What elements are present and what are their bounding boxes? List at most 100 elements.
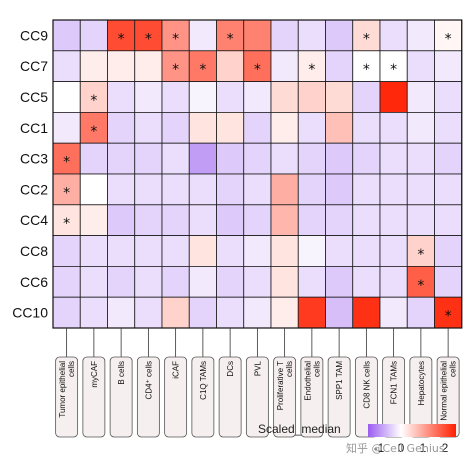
heatmap-cell	[161, 173, 190, 206]
heatmap-cell	[434, 112, 463, 144]
heatmap-cell	[79, 265, 108, 298]
heatmap-cell	[434, 50, 463, 82]
column-label: cells	[67, 361, 76, 377]
column-label: Hepatocytes	[417, 361, 426, 405]
heatmap-cell	[434, 81, 463, 113]
heatmap-cell	[406, 112, 435, 144]
heatmap-cell	[161, 296, 190, 329]
heatmap-cell	[79, 112, 108, 144]
heatmap-cell	[352, 81, 381, 113]
heatmap-cell	[243, 265, 272, 298]
heatmap-cell	[216, 142, 245, 175]
heatmap-cell	[352, 296, 381, 329]
significance-star: *	[390, 62, 397, 78]
heatmap-cell	[134, 204, 163, 237]
heatmap-cell	[270, 265, 299, 298]
heatmap-cell	[406, 81, 435, 113]
heatmap-cell	[107, 50, 136, 82]
row-label: CC7	[20, 58, 48, 74]
heatmap-cell	[188, 204, 217, 237]
heatmap-cell	[161, 81, 190, 113]
heatmap-cells	[52, 19, 463, 329]
heatmap-cell	[270, 173, 299, 206]
column-label-box	[218, 356, 242, 438]
row-label: CC6	[20, 274, 48, 290]
row-label: CC9	[20, 27, 48, 43]
heatmap-cell	[161, 265, 190, 298]
heatmap-cell	[243, 235, 272, 267]
heatmap-cell	[107, 112, 136, 144]
heatmap-cell	[52, 296, 81, 329]
heatmap-cell	[352, 50, 381, 82]
heatmap-cell	[52, 50, 81, 82]
heatmap-cell	[325, 142, 354, 175]
legend-tick-label: -1	[374, 441, 385, 455]
heatmap-cell	[161, 235, 190, 267]
column-label: cells	[449, 361, 458, 377]
significance-star: *	[417, 278, 424, 294]
heatmap-cell	[134, 296, 163, 329]
heatmap-cell	[134, 265, 163, 298]
heatmap-cell	[270, 19, 299, 52]
legend-tick-label: 1	[420, 441, 427, 455]
heatmap-cell	[134, 81, 163, 113]
heatmap-cell	[243, 173, 272, 206]
significance-star: *	[363, 31, 370, 47]
heatmap-cell	[352, 142, 381, 175]
column-label-box	[300, 356, 324, 438]
column-label: C1Q TAMs	[199, 361, 208, 400]
row-labels: CC9 CC7 CC5 CC1 CC3 CC2 CC4 CC8 CC6 CC10	[12, 27, 48, 320]
column-label: Endothelial	[303, 361, 312, 401]
heatmap-cell	[52, 142, 81, 175]
heatmap-cell	[188, 296, 217, 329]
heatmap-cell	[434, 265, 463, 298]
heatmap-cell	[379, 173, 408, 206]
heatmap-cell	[188, 50, 217, 82]
heatmap-cell	[297, 19, 326, 52]
heatmap-cell	[379, 50, 408, 82]
heatmap-cell	[134, 142, 163, 175]
heatmap-cell	[379, 112, 408, 144]
significance-star: *	[445, 31, 452, 47]
heatmap-cell	[243, 204, 272, 237]
heatmap-cell	[270, 204, 299, 237]
heatmap-cell	[107, 296, 136, 329]
significance-stars: * * * * * * * * * * * * * * * * * * * *	[63, 31, 452, 324]
heatmap-cell	[297, 81, 326, 113]
heatmap-cell	[352, 265, 381, 298]
significance-star: *	[363, 62, 370, 78]
significance-star: *	[63, 155, 70, 171]
column-label: Normal epithelial	[440, 361, 449, 421]
color-legend: Scaled_median -1 0 1 2	[258, 422, 456, 455]
heatmap-cell	[379, 235, 408, 267]
heatmap-cell	[297, 265, 326, 298]
heatmap-cell	[352, 19, 381, 52]
heatmap-cell	[406, 265, 435, 298]
heatmap-cell	[79, 204, 108, 237]
watermark-text: 知乎 @Cell Genius	[346, 441, 445, 455]
heatmap-cell	[161, 142, 190, 175]
heatmap-cell	[134, 112, 163, 144]
heatmap-cell	[52, 112, 81, 144]
heatmap-cell	[406, 142, 435, 175]
heatmap-cell	[188, 173, 217, 206]
column-label: SPP1 TAM	[335, 361, 344, 400]
row-label: CC1	[20, 120, 48, 136]
heatmap-cell	[243, 81, 272, 113]
heatmap-cell	[52, 173, 81, 206]
significance-star: *	[63, 185, 70, 201]
significance-star: *	[254, 62, 261, 78]
heatmap-cell	[325, 265, 354, 298]
heatmap-cell	[107, 81, 136, 113]
heatmap-cell	[134, 235, 163, 267]
heatmap-cell	[216, 112, 245, 144]
row-label: CC10	[12, 305, 48, 321]
heatmap-cell	[434, 142, 463, 175]
heatmap-cell	[379, 142, 408, 175]
column-label-box	[327, 356, 351, 438]
column-label: PVL	[253, 360, 262, 376]
significance-star: *	[90, 93, 97, 109]
significance-star: *	[445, 309, 452, 325]
significance-star: *	[63, 216, 70, 232]
heatmap-cell	[216, 173, 245, 206]
